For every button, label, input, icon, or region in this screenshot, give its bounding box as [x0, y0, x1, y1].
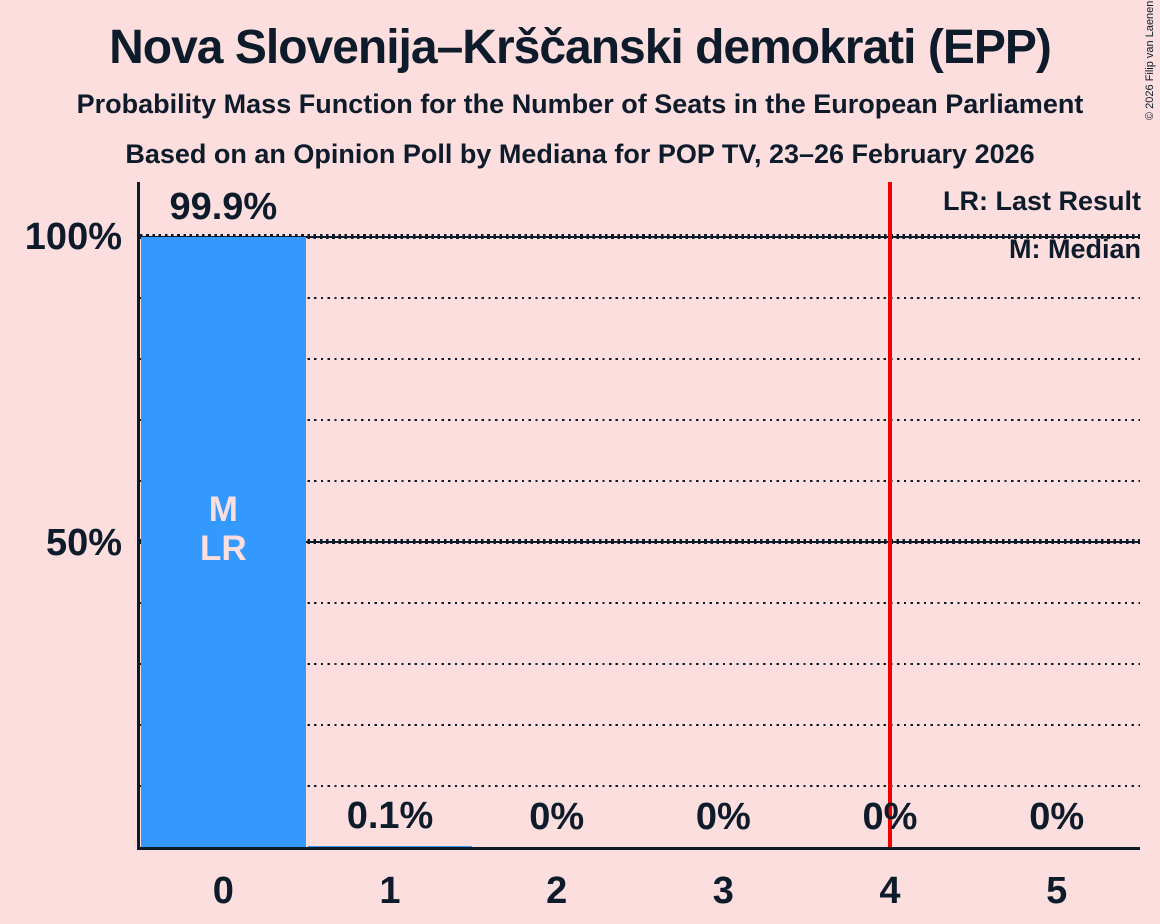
x-tick-label-5: 5: [1046, 870, 1068, 912]
y-axis-label-50: 50%: [45, 522, 122, 564]
y-axis: [137, 182, 140, 850]
value-label-seats-3: 0%: [695, 796, 751, 838]
minor-gridline-20: [140, 723, 1140, 727]
major-gridline-100: [140, 234, 1140, 239]
bar-seats-1: [307, 846, 473, 847]
legend-median: M: Median: [1009, 234, 1141, 264]
last-result-line: [888, 182, 892, 847]
chart-subtitle: Probability Mass Function for the Number…: [76, 89, 1084, 119]
minor-gridline-70: [140, 418, 1140, 421]
value-label-seats-0: 99.9%: [169, 186, 278, 229]
chart-title: Nova Slovenija–Krščanski demokrati (EPP): [109, 21, 1052, 74]
value-label-seats-2: 0%: [529, 796, 585, 838]
bar-seats-0: [141, 237, 306, 847]
minor-gridline-60: [140, 479, 1140, 482]
x-axis: [137, 847, 1140, 850]
minor-gridline-90: [140, 296, 1140, 299]
x-tick-label-3: 3: [712, 870, 734, 912]
value-label-seats-4: 0%: [862, 796, 918, 838]
bar-annotation-m: M: [208, 490, 238, 529]
bar-annotation-lr: LR: [200, 529, 247, 568]
chart-source-line: Based on an Opinion Poll by Mediana for …: [125, 139, 1035, 169]
minor-gridline-10: [140, 784, 1140, 788]
value-label-seats-1: 0.1%: [346, 795, 434, 838]
x-tick-label-2: 2: [546, 870, 568, 912]
bar-annotation-block: M LR: [138, 490, 308, 568]
y-axis-label-100: 100%: [24, 216, 122, 258]
minor-gridline-30: [140, 662, 1140, 666]
x-tick-label-4: 4: [879, 870, 901, 912]
legend-last-result: LR: Last Result: [942, 186, 1141, 216]
minor-gridline-40: [140, 601, 1140, 605]
x-tick-label-1: 1: [379, 870, 401, 912]
minor-gridline-80: [140, 357, 1140, 360]
major-gridline-50: [140, 539, 1140, 545]
x-tick-label-0: 0: [212, 870, 234, 912]
value-label-seats-5: 0%: [1029, 796, 1085, 838]
